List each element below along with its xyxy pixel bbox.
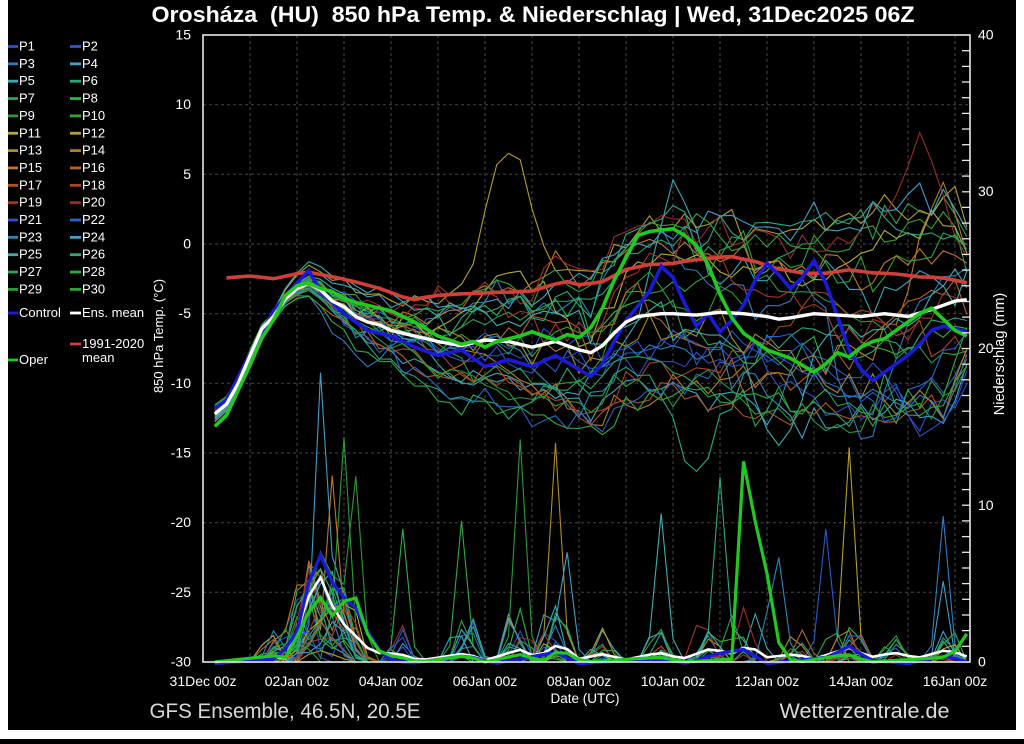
svg-text:14Jan 00z: 14Jan 00z [829, 673, 894, 689]
svg-text:31Dec 00z: 31Dec 00z [170, 673, 237, 689]
svg-text:P6: P6 [82, 73, 98, 88]
svg-text:P18: P18 [82, 177, 105, 192]
svg-text:12Jan 00z: 12Jan 00z [735, 673, 800, 689]
svg-text:P21: P21 [19, 212, 42, 227]
svg-text:P7: P7 [19, 91, 35, 106]
svg-text:Control: Control [19, 305, 61, 320]
svg-text:P19: P19 [19, 195, 42, 210]
svg-text:10: 10 [175, 96, 191, 112]
svg-text:-10: -10 [171, 375, 191, 391]
svg-text:Ens. mean: Ens. mean [82, 305, 144, 320]
svg-text:P23: P23 [19, 229, 42, 244]
svg-text:850 hPa Temp. (°C): 850 hPa Temp. (°C) [151, 279, 166, 393]
svg-text:Wetterzentrale.de: Wetterzentrale.de [780, 700, 950, 723]
svg-text:P17: P17 [19, 177, 42, 192]
svg-text:P11: P11 [19, 125, 41, 140]
svg-text:10: 10 [978, 497, 994, 513]
svg-text:P28: P28 [82, 264, 105, 279]
svg-text:P5: P5 [19, 73, 35, 88]
svg-text:Niederschlag (mm): Niederschlag (mm) [992, 293, 1008, 415]
svg-text:20: 20 [978, 340, 994, 356]
svg-text:0: 0 [978, 654, 986, 670]
svg-text:P10: P10 [82, 108, 105, 123]
svg-text:P13: P13 [19, 143, 42, 158]
svg-text:P26: P26 [82, 247, 105, 262]
svg-text:P1: P1 [19, 39, 35, 54]
svg-text:P8: P8 [82, 91, 98, 106]
svg-text:P20: P20 [82, 195, 105, 210]
svg-text:-5: -5 [179, 305, 192, 321]
svg-text:P2: P2 [82, 39, 98, 54]
svg-text:-20: -20 [171, 514, 191, 530]
svg-text:P12: P12 [82, 125, 105, 140]
svg-text:06Jan 00z: 06Jan 00z [453, 673, 518, 689]
svg-text:Orosháza (HU) 850 hPa Temp.: Orosháza (HU) 850 hPa Temp. & Niederschl… [152, 2, 915, 27]
svg-text:P9: P9 [19, 108, 35, 123]
svg-text:-25: -25 [171, 584, 191, 600]
svg-text:-30: -30 [171, 654, 191, 670]
svg-text:P22: P22 [82, 212, 105, 227]
svg-text:-15: -15 [171, 445, 191, 461]
svg-text:1991-2020: 1991-2020 [82, 336, 144, 351]
svg-text:0: 0 [183, 236, 191, 252]
svg-text:P25: P25 [19, 247, 42, 262]
svg-text:P29: P29 [19, 281, 42, 296]
svg-text:P3: P3 [19, 56, 35, 71]
svg-text:15: 15 [175, 27, 191, 43]
svg-text:P24: P24 [82, 229, 105, 244]
svg-text:P15: P15 [19, 160, 42, 175]
svg-text:10Jan 00z: 10Jan 00z [641, 673, 706, 689]
svg-text:P4: P4 [82, 56, 98, 71]
svg-text:P30: P30 [82, 281, 105, 296]
svg-text:P27: P27 [19, 264, 42, 279]
svg-text:P14: P14 [82, 143, 105, 158]
svg-text:30: 30 [978, 183, 994, 199]
svg-text:40: 40 [978, 27, 994, 43]
svg-text:16Jan 00z: 16Jan 00z [923, 673, 988, 689]
svg-text:GFS Ensemble, 46.5N, 20.5E: GFS Ensemble, 46.5N, 20.5E [150, 700, 421, 723]
svg-text:04Jan 00z: 04Jan 00z [359, 673, 424, 689]
svg-text:mean: mean [82, 350, 115, 365]
svg-text:5: 5 [183, 166, 191, 182]
svg-text:Oper: Oper [19, 352, 49, 367]
svg-text:Date (UTC): Date (UTC) [550, 691, 619, 706]
svg-text:P16: P16 [82, 160, 105, 175]
svg-text:02Jan 00z: 02Jan 00z [265, 673, 330, 689]
svg-text:08Jan 00z: 08Jan 00z [547, 673, 612, 689]
